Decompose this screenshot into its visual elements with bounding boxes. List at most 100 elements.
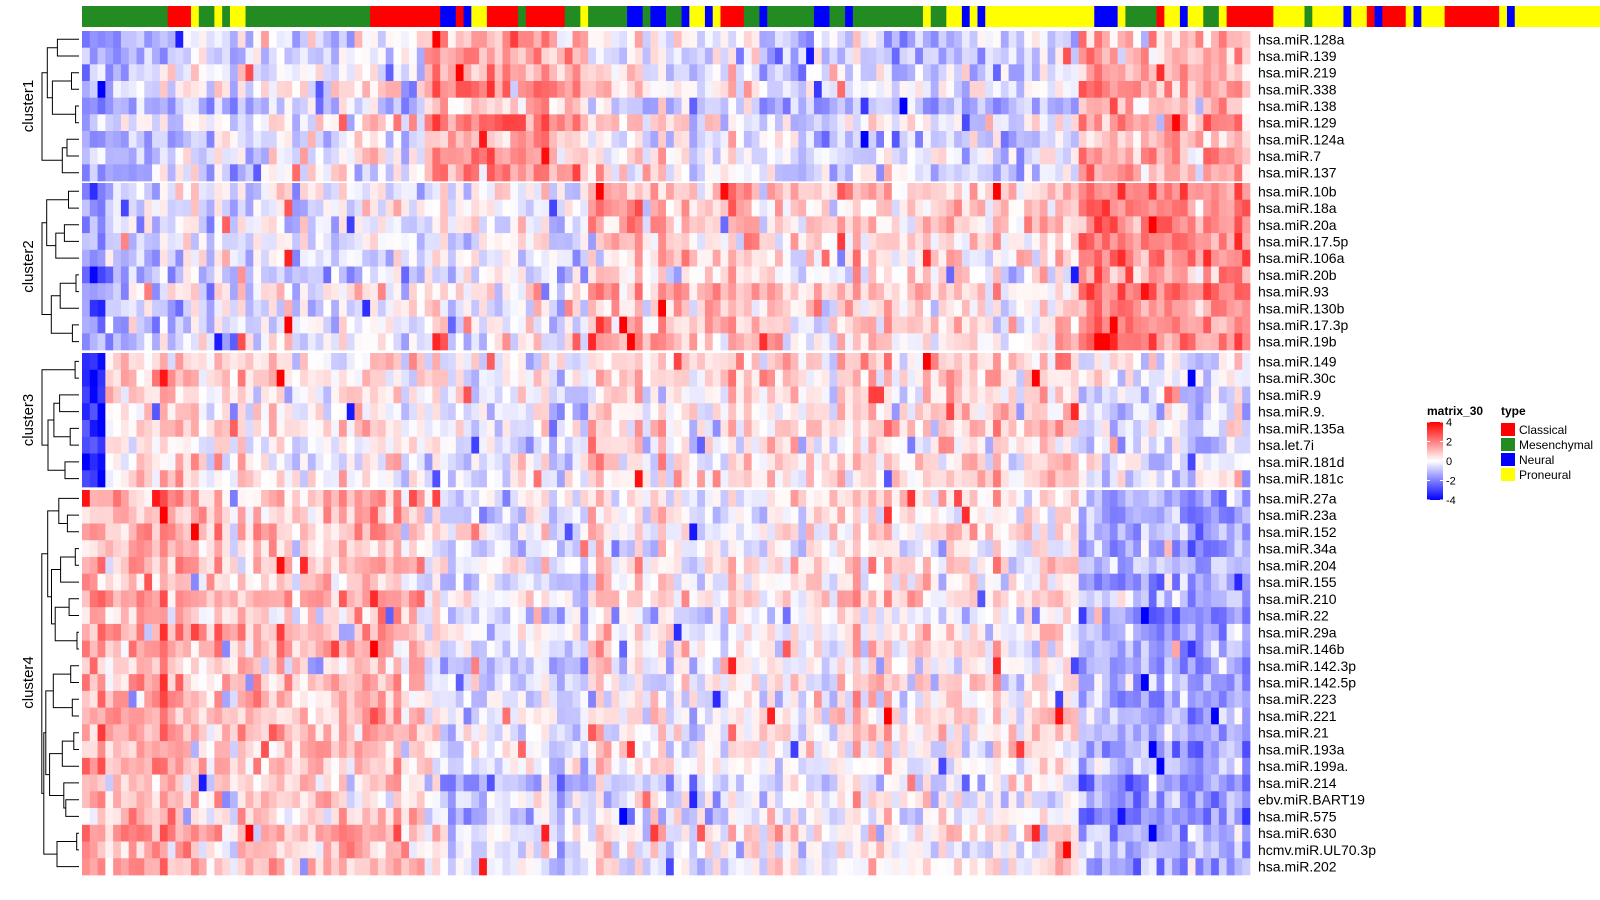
heatmap-cell bbox=[650, 523, 659, 541]
heatmap-cell bbox=[712, 573, 721, 591]
heatmap-cell bbox=[837, 266, 846, 284]
heatmap-cell bbox=[393, 216, 402, 234]
heatmap-cell bbox=[152, 47, 161, 65]
heatmap-cell bbox=[401, 299, 410, 317]
heatmap-cell bbox=[300, 249, 309, 267]
heatmap-cell bbox=[486, 266, 496, 284]
heatmap-cell bbox=[899, 403, 908, 421]
heatmap-cell bbox=[821, 369, 830, 387]
heatmap-cell bbox=[1008, 81, 1017, 99]
heatmap-cell bbox=[1063, 453, 1072, 471]
heatmap-cell bbox=[1226, 556, 1235, 575]
heatmap-cell bbox=[1218, 233, 1227, 251]
heatmap-cell bbox=[1195, 266, 1204, 284]
heatmap-cell bbox=[268, 316, 278, 334]
heatmap-cell bbox=[276, 131, 285, 149]
heatmap-cell bbox=[152, 333, 161, 351]
heatmap-cell bbox=[1102, 266, 1111, 284]
heatmap-cell bbox=[954, 47, 963, 65]
heatmap-cell bbox=[97, 470, 106, 488]
heatmap-cell bbox=[938, 369, 947, 387]
heatmap-cell bbox=[1125, 316, 1134, 334]
heatmap-cell bbox=[82, 97, 91, 115]
annotation-mesenchymal bbox=[767, 6, 815, 27]
heatmap-cell bbox=[1102, 299, 1111, 317]
heatmap-cell bbox=[580, 266, 589, 284]
heatmap-cell bbox=[331, 31, 340, 49]
heatmap-cell bbox=[884, 31, 893, 49]
heatmap-cell bbox=[393, 299, 402, 317]
heatmap-cell bbox=[198, 283, 207, 301]
heatmap-cell bbox=[1156, 453, 1165, 471]
heatmap-cell bbox=[354, 353, 363, 371]
heatmap-cell bbox=[728, 556, 737, 575]
heatmap-cell bbox=[120, 164, 130, 182]
heatmap-cell bbox=[1031, 573, 1041, 591]
heatmap-cell bbox=[860, 216, 869, 234]
heatmap-cell bbox=[837, 64, 846, 82]
heatmap-cell bbox=[969, 470, 978, 488]
heatmap-cell bbox=[1156, 299, 1165, 317]
heatmap-cells bbox=[82, 31, 1251, 876]
heatmap-cell bbox=[813, 540, 823, 558]
heatmap-cell bbox=[159, 299, 169, 317]
heatmap-cell bbox=[759, 199, 768, 217]
heatmap-cell bbox=[938, 233, 947, 251]
heatmap-cell bbox=[167, 523, 176, 541]
heatmap-cell bbox=[790, 131, 799, 149]
heatmap-cell bbox=[128, 164, 137, 182]
heatmap-cell bbox=[229, 31, 239, 49]
heatmap-cell bbox=[666, 573, 675, 591]
heatmap-cell bbox=[689, 164, 698, 182]
heatmap-cell bbox=[712, 199, 721, 217]
heatmap-cell bbox=[938, 353, 947, 371]
heatmap-cell bbox=[556, 249, 566, 267]
heatmap-cell bbox=[813, 353, 823, 371]
heatmap-cell bbox=[868, 266, 877, 284]
heatmap-cell bbox=[969, 333, 978, 351]
heatmap-cell bbox=[338, 369, 348, 387]
heatmap-cell bbox=[1148, 131, 1157, 149]
heatmap-cell bbox=[564, 81, 573, 99]
heatmap-cell bbox=[346, 353, 355, 371]
heatmap-cell bbox=[346, 164, 355, 182]
heatmap-cell bbox=[922, 316, 932, 334]
heatmap-cell bbox=[782, 506, 791, 524]
heatmap-cell bbox=[658, 573, 667, 591]
heatmap-cell bbox=[1179, 369, 1189, 387]
heatmap-cell bbox=[261, 333, 270, 351]
heatmap-cell bbox=[993, 114, 1002, 132]
heatmap-cell bbox=[954, 316, 963, 334]
heatmap-cell bbox=[845, 573, 854, 591]
heatmap-cell bbox=[938, 266, 947, 284]
heatmap-cell bbox=[852, 333, 862, 351]
heatmap-cell bbox=[884, 147, 893, 165]
heatmap-cell bbox=[985, 114, 994, 132]
heatmap-cell bbox=[409, 31, 418, 49]
heatmap-cell bbox=[253, 164, 262, 182]
heatmap-cell bbox=[1172, 369, 1181, 387]
heatmap-cell bbox=[424, 573, 433, 591]
heatmap-cell bbox=[899, 47, 908, 65]
heatmap-cell bbox=[1140, 31, 1150, 49]
heatmap-cell bbox=[907, 573, 916, 591]
heatmap-cell bbox=[588, 470, 597, 488]
heatmap-cell bbox=[401, 249, 410, 267]
heatmap-cell bbox=[113, 573, 122, 591]
heatmap-cell bbox=[642, 164, 651, 182]
heatmap-cell bbox=[518, 470, 527, 488]
heatmap-cell bbox=[1133, 199, 1142, 217]
heatmap-cell bbox=[191, 490, 200, 508]
heatmap-cell bbox=[884, 490, 893, 508]
heatmap-cell bbox=[938, 453, 947, 471]
heatmap-cell bbox=[821, 316, 830, 334]
heatmap-cell bbox=[455, 164, 464, 182]
heatmap-cell bbox=[292, 353, 301, 371]
heatmap-cell bbox=[261, 299, 270, 317]
heatmap-cell bbox=[806, 573, 815, 591]
heatmap-cell bbox=[1109, 490, 1118, 508]
heatmap-cell bbox=[938, 249, 947, 267]
heatmap-cell bbox=[191, 216, 200, 234]
heatmap-cell bbox=[1024, 266, 1033, 284]
heatmap-cell bbox=[1133, 81, 1142, 99]
